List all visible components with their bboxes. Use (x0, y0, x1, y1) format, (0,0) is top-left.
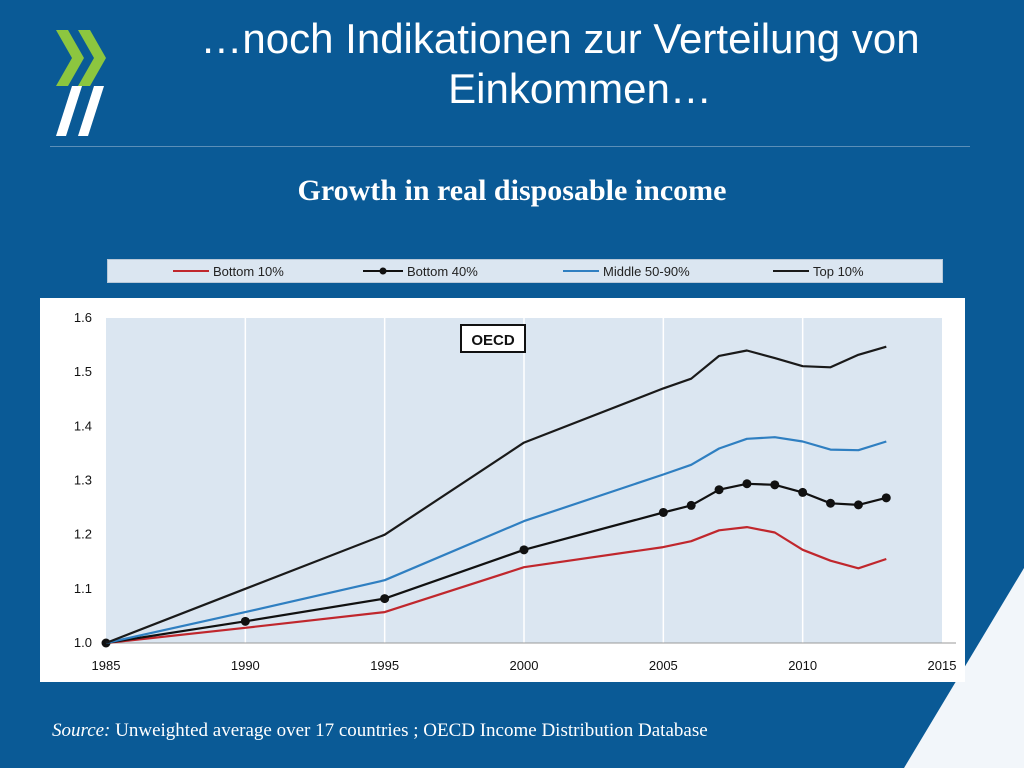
logo-white-slash-1 (56, 86, 82, 136)
data-point-bottom-40 (826, 498, 836, 508)
data-point-bottom-40 (742, 479, 752, 489)
corner-decoration-icon (904, 568, 1024, 768)
data-point-bottom-40 (770, 480, 780, 490)
oecd-annotation-label: OECD (471, 332, 515, 349)
x-tick-label: 2015 (928, 658, 957, 673)
legend-item-bottom10: Bottom 10% (173, 260, 284, 282)
data-point-bottom-40 (714, 485, 724, 495)
slide-title: …noch Indikationen zur Verteilung von Ei… (130, 14, 990, 114)
data-point-bottom-40 (658, 507, 668, 517)
chart-legend: Bottom 10% Bottom 40% Middle 50-90% Top … (107, 259, 943, 283)
oecd-annotation-box (460, 324, 526, 353)
legend-label-bottom40: Bottom 40% (407, 263, 478, 279)
logo-green-chevron-2 (78, 30, 106, 86)
oecd-logo-icon (56, 30, 106, 136)
x-tick-label: 2010 (788, 658, 817, 673)
source-note: Source: Unweighted average over 17 count… (52, 720, 708, 742)
y-tick-label: 1.4 (74, 418, 92, 433)
y-tick-label: 1.0 (74, 635, 92, 650)
data-point-bottom-40 (686, 500, 696, 510)
legend-label-top10: Top 10% (813, 263, 864, 279)
legend-swatch-bottom10 (173, 270, 209, 272)
y-tick-label: 1.5 (74, 364, 92, 379)
legend-item-bottom40: Bottom 40% (363, 260, 478, 282)
x-tick-label: 2005 (649, 658, 678, 673)
data-point-bottom-40 (519, 545, 529, 555)
legend-label-bottom10: Bottom 10% (213, 263, 284, 279)
y-tick-label: 1.1 (74, 581, 92, 596)
source-label: Source: (52, 720, 111, 741)
chart-panel: 1985 1990 1995 2000 2005 2010 2015 1.0 1.1 1.2 1.3… (40, 298, 965, 682)
title-divider (50, 146, 970, 147)
x-tick-label: 1995 (370, 658, 399, 673)
legend-swatch-top10 (773, 270, 809, 272)
chart-title: Growth in real disposable income (297, 174, 727, 207)
series-line-bottom-10 (105, 526, 887, 645)
data-point-bottom-40 (240, 616, 250, 626)
legend-swatch-middle (563, 270, 599, 272)
slide-title-line-2: Einkommen… (448, 65, 712, 112)
y-tick-label: 1.3 (74, 473, 92, 488)
legend-label-middle: Middle 50-90% (603, 263, 690, 279)
logo-green-chevron-1 (56, 30, 84, 86)
x-tick-label: 1985 (92, 658, 121, 673)
x-tick-label: 2000 (510, 658, 539, 673)
slide-title-line-1: …noch Indikationen zur Verteilung von (200, 15, 920, 62)
data-point-bottom-40 (798, 487, 808, 497)
data-point-bottom-40 (853, 500, 863, 510)
logo-white-slash-2 (78, 86, 104, 136)
y-tick-label: 1.2 (74, 527, 92, 542)
legend-item-middle: Middle 50-90% (563, 260, 690, 282)
series-line-top-10 (105, 345, 887, 645)
x-tick-label: 1990 (231, 658, 260, 673)
data-point-bottom-40 (881, 493, 891, 503)
y-tick-label: 1.6 (74, 310, 92, 325)
series-line-middle-50-90 (105, 436, 887, 645)
legend-item-top10: Top 10% (773, 260, 864, 282)
source-text: Unweighted average over 17 countries ; O… (115, 720, 708, 741)
legend-swatch-bottom40 (363, 267, 403, 275)
data-point-bottom-40 (380, 594, 390, 604)
line-chart: 1985 1990 1995 2000 2005 2010 2015 1.0 1.1 1.2 1.3… (74, 310, 957, 673)
